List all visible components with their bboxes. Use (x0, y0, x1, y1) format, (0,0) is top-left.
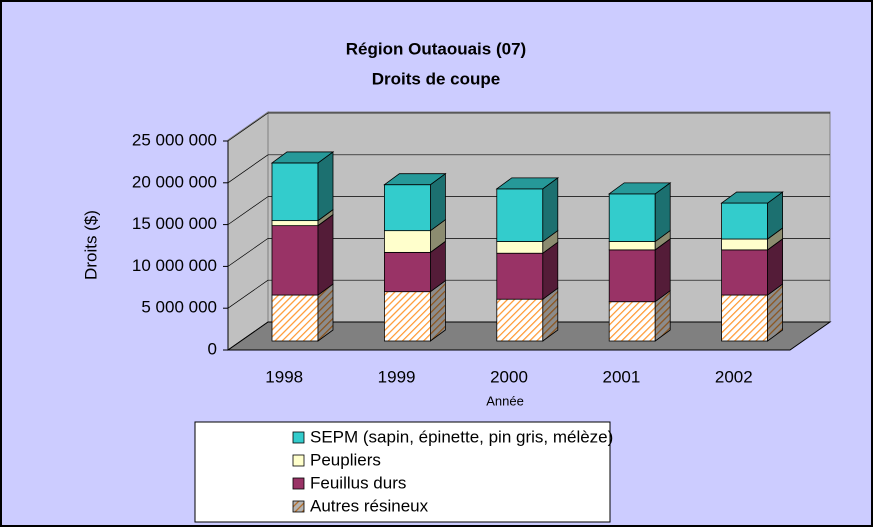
grid-line (227, 321, 269, 351)
y-tick-label: 20 000 000 (132, 172, 217, 191)
bar-segment (271, 220, 319, 227)
legend-label: Peupliers (310, 450, 381, 469)
legend-label: Feuillus durs (310, 473, 406, 492)
grid-line (227, 196, 269, 225)
bar-segment (721, 294, 768, 342)
bar-segment (383, 184, 431, 232)
grid-line (227, 154, 269, 184)
grid-line (227, 279, 269, 309)
bar-segment (383, 251, 431, 293)
y-tick-label: 5 000 000 (141, 298, 217, 317)
bar-segment (608, 249, 656, 303)
side-wall (227, 111, 269, 351)
bar-segment (383, 291, 431, 342)
x-tick-label: 2001 (602, 367, 640, 386)
bar-segment (271, 225, 319, 296)
bar-segment (608, 301, 656, 342)
bar-segment (271, 162, 319, 222)
bar-segment (721, 249, 768, 296)
bar-segment (496, 188, 544, 242)
bar-segment (608, 241, 656, 251)
x-tick-label: 1999 (378, 367, 416, 386)
bar-top (383, 173, 447, 186)
bar-segment (721, 202, 768, 240)
legend-swatch (292, 500, 305, 513)
bar-side (317, 213, 334, 296)
bar-segment (383, 230, 431, 253)
y-tick-label: 25 000 000 (132, 130, 217, 149)
grid-line (227, 112, 269, 142)
bar-segment (608, 193, 656, 242)
legend (194, 421, 611, 523)
legend-swatch (292, 454, 305, 467)
bar-segment (496, 252, 544, 300)
bar-top (607, 182, 672, 195)
bar-top (495, 177, 560, 190)
grid-line (227, 238, 269, 267)
y-tick-label: 10 000 000 (132, 256, 217, 275)
legend-swatch (292, 477, 305, 490)
bar-segment (496, 298, 544, 342)
legend-label: SEPM (sapin, épinette, pin gris, mélèze) (310, 427, 613, 446)
legend-swatch (292, 431, 305, 444)
x-axis-label: Année (486, 393, 524, 408)
bar-segment (496, 241, 544, 254)
bar-top (270, 151, 335, 164)
chart-title: Région Outaouais (07) (346, 39, 526, 58)
chart-title: Droits de coupe (372, 69, 500, 88)
x-tick-label: 2000 (490, 367, 528, 386)
y-axis-label: Droits ($) (81, 210, 100, 280)
bar-segment (721, 238, 768, 251)
x-tick-label: 2002 (715, 367, 753, 386)
y-tick-label: 15 000 000 (132, 214, 217, 233)
legend-label: Autres résineux (310, 496, 429, 515)
bar-segment (271, 294, 319, 342)
bar-top (720, 191, 784, 204)
bar-side (317, 151, 334, 222)
y-tick-label: 0 (208, 339, 217, 358)
x-tick-label: 1998 (265, 367, 303, 386)
